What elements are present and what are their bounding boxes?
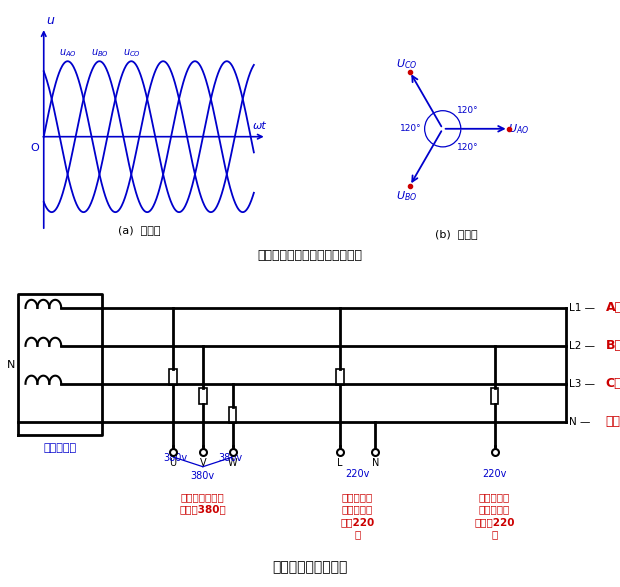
Bar (490, 389, 498, 404)
Text: $u_{BO}$: $u_{BO}$ (91, 47, 108, 59)
Text: O: O (30, 143, 38, 153)
Text: 三相电源供电原理图: 三相电源供电原理图 (272, 560, 348, 574)
Text: W: W (228, 458, 237, 468)
Text: 120°: 120° (457, 106, 479, 115)
Text: (a)  波形图: (a) 波形图 (118, 225, 161, 235)
Text: $u_{AO}$: $u_{AO}$ (59, 47, 77, 59)
Text: 380v: 380v (191, 471, 215, 481)
Text: 220v: 220v (482, 469, 507, 479)
Text: $U_{CO}$: $U_{CO}$ (396, 57, 417, 71)
Text: N: N (7, 360, 16, 370)
Text: 对称三相电压的波形图和相量图: 对称三相电压的波形图和相量图 (257, 249, 363, 262)
Text: B相: B相 (606, 339, 620, 352)
Text: $u_{CO}$: $u_{CO}$ (123, 47, 141, 59)
Text: 三相发电机: 三相发电机 (43, 443, 77, 453)
Text: 120°: 120° (457, 143, 479, 151)
Text: 120°: 120° (401, 124, 422, 133)
Text: L3 —: L3 — (569, 379, 595, 389)
Text: L1 —: L1 — (569, 303, 595, 313)
Text: N: N (372, 458, 379, 468)
Text: 220v: 220v (345, 469, 370, 479)
Text: 任意一相与
零线之间电
压都是220
伏: 任意一相与 零线之间电 压都是220 伏 (474, 492, 515, 539)
Bar (336, 369, 343, 384)
Text: A相: A相 (606, 302, 620, 315)
Bar (169, 369, 177, 384)
Text: L2 —: L2 — (569, 341, 595, 351)
Text: 任意两相之间电
压都是380伏: 任意两相之间电 压都是380伏 (179, 492, 226, 515)
Text: 零线: 零线 (606, 415, 620, 429)
Text: C相: C相 (606, 377, 620, 390)
Text: ωt: ωt (253, 121, 267, 131)
Text: N —: N — (569, 417, 590, 427)
Bar (229, 407, 236, 423)
Text: L: L (337, 458, 342, 468)
Text: $U_{AO}$: $U_{AO}$ (508, 122, 529, 136)
Text: (b)  相量图: (b) 相量图 (435, 230, 477, 239)
Text: U: U (169, 458, 177, 468)
Text: V: V (200, 458, 206, 468)
Text: 380v: 380v (163, 453, 187, 463)
Text: u: u (46, 14, 54, 27)
Text: 任意一相与
零线之间电
压是220
伏: 任意一相与 零线之间电 压是220 伏 (340, 492, 374, 539)
Bar (199, 389, 206, 404)
Text: $U_{BO}$: $U_{BO}$ (396, 189, 417, 203)
Text: 380v: 380v (219, 453, 243, 463)
